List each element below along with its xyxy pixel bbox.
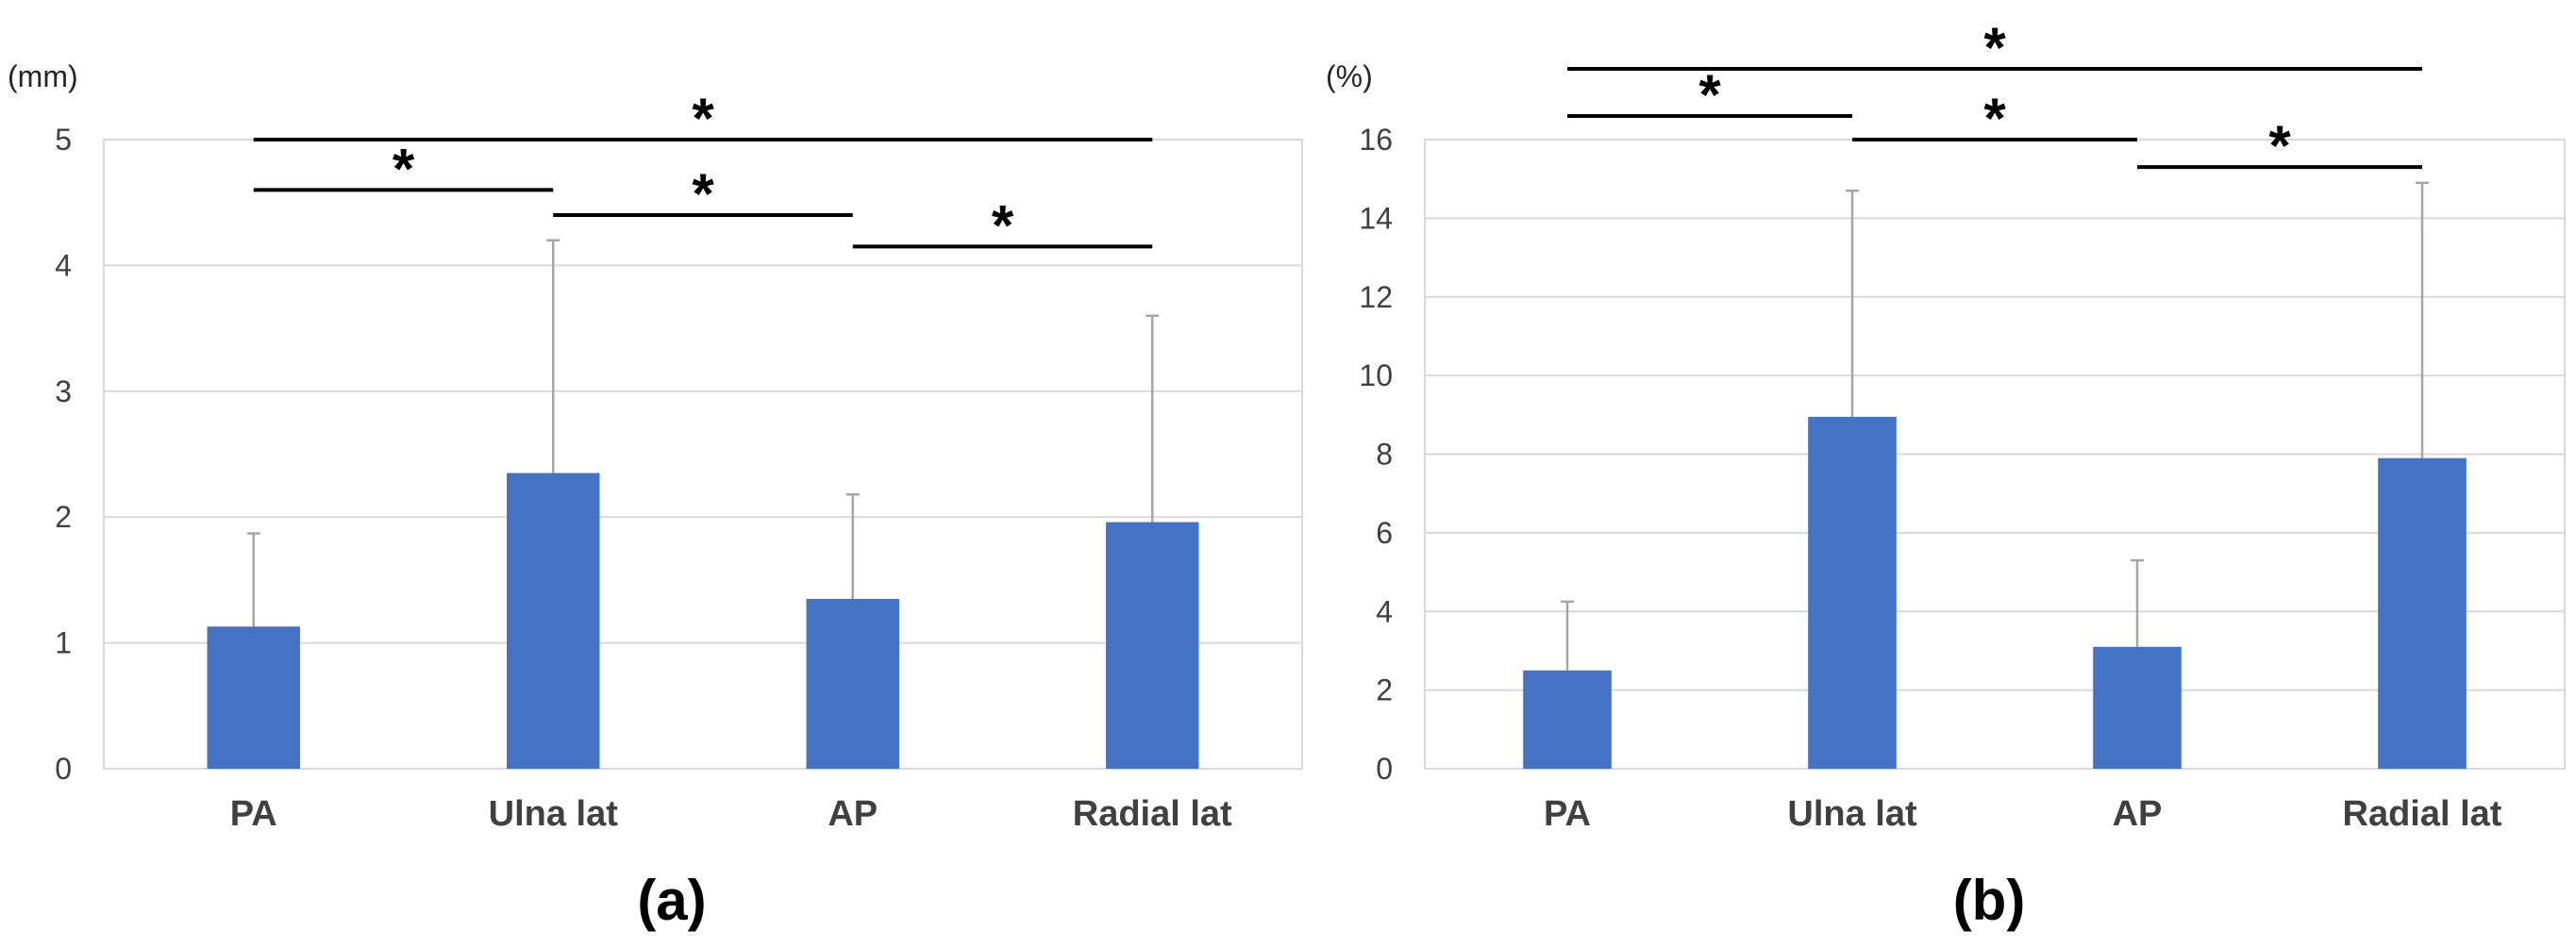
x-tick-label: Ulna lat <box>489 794 619 834</box>
y-tick-label: 4 <box>1376 594 1393 628</box>
y-axis-unit: (%) <box>1326 59 1373 93</box>
bar-radial-lat <box>1106 522 1199 769</box>
bar-ap <box>2093 646 2182 769</box>
y-tick-label: 0 <box>1376 752 1393 786</box>
significance-star: * <box>2268 114 2291 177</box>
x-tick-label: PA <box>1544 794 1591 834</box>
significance-star: * <box>992 193 1014 257</box>
y-tick-label: 14 <box>1359 201 1393 235</box>
y-tick-label: 3 <box>55 374 72 408</box>
significance-star: * <box>692 162 714 225</box>
chart-panel-a: 0 1 2 3 4 5 (mm) PA Ulna lat AP Radial lat * * * * (a) <box>8 59 1303 932</box>
bar-pa <box>207 626 300 769</box>
y-tick-label: 12 <box>1359 280 1393 314</box>
significance-star: * <box>393 137 415 200</box>
x-tick-label: AP <box>2113 794 2163 834</box>
panel-label: (b) <box>1953 869 2026 932</box>
significance-star: * <box>692 87 714 150</box>
bar-radial-lat <box>2378 457 2467 769</box>
panel-label: (a) <box>637 869 706 932</box>
significance-star: * <box>1983 87 2006 150</box>
y-tick-label: 5 <box>55 123 72 157</box>
y-tick-label: 10 <box>1359 358 1393 392</box>
y-tick-label: 2 <box>1376 673 1393 707</box>
y-tick-label: 6 <box>1376 516 1393 550</box>
y-tick-label: 2 <box>55 500 72 534</box>
x-tick-label: AP <box>828 794 878 834</box>
bar-ulna-lat <box>507 473 600 769</box>
x-tick-label: Radial lat <box>2343 794 2502 834</box>
bar-ap <box>806 598 899 769</box>
bar-ulna-lat <box>1808 416 1897 769</box>
x-tick-label: Ulna lat <box>1787 794 1917 834</box>
x-tick-label: PA <box>230 794 277 834</box>
y-tick-label: 4 <box>55 248 72 282</box>
x-tick-label: Radial lat <box>1073 794 1232 834</box>
y-tick-label: 8 <box>1376 438 1393 472</box>
significance-star: * <box>1698 63 1721 126</box>
y-tick-label: 16 <box>1359 123 1393 157</box>
y-tick-label: 1 <box>55 626 72 660</box>
chart-panel-b: 0 2 4 6 8 10 12 14 16 (%) PA Ulna lat AP Radial lat * *… <box>1326 16 2566 932</box>
significance-star: * <box>1983 16 2006 79</box>
y-axis-unit: (mm) <box>8 59 78 93</box>
bar-pa <box>1523 670 1612 769</box>
y-tick-label: 0 <box>55 752 72 786</box>
